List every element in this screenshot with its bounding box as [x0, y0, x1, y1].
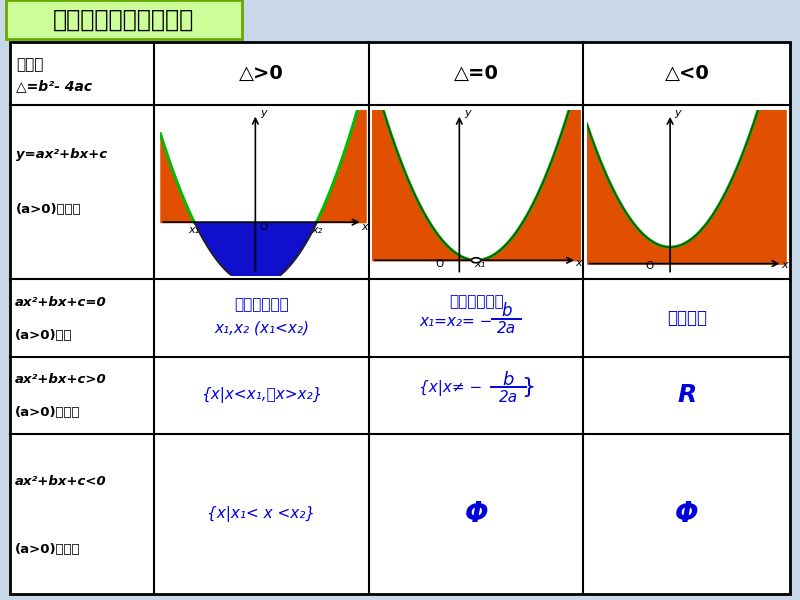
Text: {x|x≠ −: {x|x≠ −	[419, 380, 482, 396]
Text: x₁: x₁	[474, 259, 485, 269]
Circle shape	[471, 258, 481, 263]
Text: (a>0)的根: (a>0)的根	[15, 329, 73, 341]
Text: △>0: △>0	[239, 64, 284, 83]
Text: y: y	[464, 107, 470, 118]
Text: 有两相异实根: 有两相异实根	[234, 297, 289, 312]
Text: ax²+bx+c>0: ax²+bx+c>0	[15, 373, 107, 386]
Text: 有两相等实根: 有两相等实根	[449, 293, 503, 308]
Text: 2a: 2a	[497, 322, 516, 336]
Text: ax²+bx+c<0: ax²+bx+c<0	[15, 475, 107, 488]
Text: ax²+bx+c=0: ax²+bx+c=0	[15, 296, 107, 309]
Text: (a>0)的解集: (a>0)的解集	[15, 542, 81, 556]
Text: 判别式: 判别式	[16, 57, 43, 72]
Text: b: b	[502, 371, 514, 389]
Text: O: O	[259, 222, 267, 232]
Text: {x|x₁< x <x₂}: {x|x₁< x <x₂}	[207, 506, 315, 522]
FancyBboxPatch shape	[6, 0, 242, 39]
Text: 一元二次不等式的解法: 一元二次不等式的解法	[53, 7, 194, 31]
Text: O: O	[646, 261, 654, 271]
Text: Φ: Φ	[464, 500, 488, 528]
Text: x: x	[361, 222, 368, 232]
Text: {x|x<x₁,或x>x₂}: {x|x<x₁,或x>x₂}	[201, 387, 322, 403]
Text: }: }	[521, 377, 535, 397]
Text: O: O	[436, 259, 444, 269]
Text: △=b²- 4ac: △=b²- 4ac	[16, 79, 92, 94]
Text: 2a: 2a	[498, 389, 518, 404]
Text: x: x	[781, 260, 788, 271]
Text: 没有实根: 没有实根	[667, 309, 707, 327]
Text: x₂: x₂	[311, 224, 322, 235]
Text: x: x	[576, 257, 582, 268]
Text: Φ: Φ	[675, 500, 698, 528]
Text: △<0: △<0	[665, 64, 710, 83]
Text: x₁=x₂= −: x₁=x₂= −	[419, 313, 493, 329]
Text: (a>0)的解集: (a>0)的解集	[15, 406, 81, 419]
Text: x₁: x₁	[189, 224, 200, 235]
Text: (a>0)的图象: (a>0)的图象	[16, 203, 82, 217]
Text: y: y	[674, 108, 682, 118]
Text: b: b	[502, 302, 512, 320]
Text: △=0: △=0	[454, 64, 498, 83]
Text: y: y	[260, 107, 267, 118]
Text: x₁,x₂ (x₁<x₂): x₁,x₂ (x₁<x₂)	[214, 320, 309, 335]
Text: R: R	[678, 383, 697, 407]
Text: y=ax²+bx+c: y=ax²+bx+c	[16, 148, 107, 161]
